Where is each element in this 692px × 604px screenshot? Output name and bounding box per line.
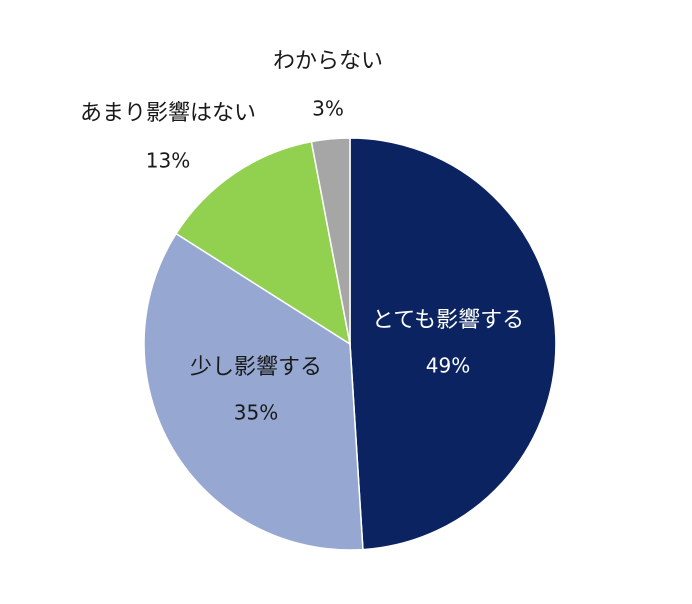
pie-slice-3 [175,140,352,346]
pie-slices [143,137,557,551]
slice-value-label-1: 49% [426,354,470,378]
slice-value-label-3: 13% [146,149,190,173]
slice-value-label-2: 35% [234,401,278,425]
slice-label-4: わからない [273,49,383,74]
slice-label-3: あまり影響はない [80,101,256,126]
pie-slice-4 [310,137,351,345]
pie-labels: とても影響する 49% 少し影響する 35% あまり影響はない 13% わからない 3% [80,49,524,425]
slice-label-2: 少し影響する [190,355,322,380]
pie-slice-2 [143,232,364,551]
pie-slice-1 [349,137,557,551]
slice-label-1: とても影響する [372,308,524,333]
slice-value-label-4: 3% [312,97,344,121]
